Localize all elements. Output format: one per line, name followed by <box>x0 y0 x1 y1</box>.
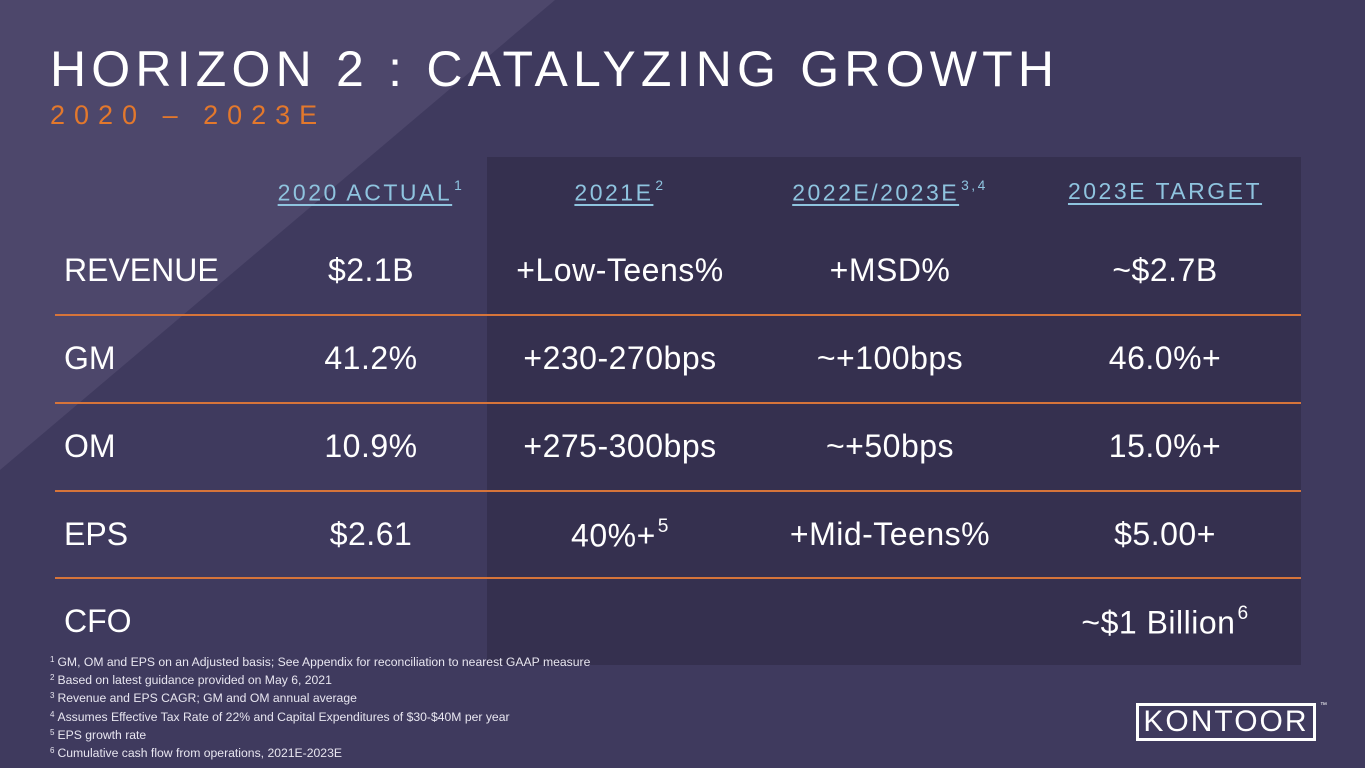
row-label: REVENUE <box>64 252 219 288</box>
row-divider <box>55 490 1301 492</box>
page-subtitle: 2020 – 2023E <box>50 100 327 130</box>
column-header: 2023E TARGET <box>1067 178 1263 204</box>
table-cell: 41.2% <box>324 340 418 376</box>
column-header: 2020 ACTUAL 1 <box>277 178 465 206</box>
footnotes: 1 GM, OM and EPS on an Adjusted basis; Se… <box>48 652 590 761</box>
table-cell: +230-270bps <box>523 340 717 376</box>
table-cell: 46.0%+ <box>1108 340 1222 376</box>
table-cell: +Mid-Teens% <box>789 516 991 552</box>
page-title: HORIZON 2 : CATALYZING GROWTH <box>50 41 1060 97</box>
kontoor-logo: KONTOOR <box>1136 703 1316 741</box>
footnote: 6 Cumulative cash flow from operations, 2… <box>50 746 342 761</box>
table-cell: 10.9% <box>324 428 418 464</box>
table-cell: +MSD% <box>829 252 951 288</box>
row-label: EPS <box>64 516 129 552</box>
table-cell: $5.00+ <box>1114 516 1216 552</box>
table-cell: $2.1B <box>327 252 415 288</box>
table-cell: $2.61 <box>329 516 413 552</box>
row-divider <box>55 577 1301 579</box>
trademark: ™ <box>1320 702 1327 709</box>
footnote: 5 EPS growth rate <box>50 727 147 742</box>
row-divider <box>55 402 1301 404</box>
table-cell: ~$2.7B <box>1112 252 1218 288</box>
table-cell: ~$1 Billion 6 <box>1081 603 1249 641</box>
footnote: 3 Revenue and EPS CAGR; GM and OM annual … <box>50 691 357 706</box>
column-header: 2022E/2023E 3,4 <box>792 178 988 206</box>
row-label: OM <box>64 428 116 464</box>
row-label: GM <box>64 340 116 376</box>
row-divider <box>55 314 1301 316</box>
table-cell: 40%+ 5 <box>571 516 669 554</box>
footnote: 4 Assumes Effective Tax Rate of 22% and C… <box>50 709 510 724</box>
table-cell: +275-300bps <box>523 428 717 464</box>
table-cell: +Low-Teens% <box>516 252 724 288</box>
footnote: 1 GM, OM and EPS on an Adjusted basis; Se… <box>50 655 591 669</box>
row-label: CFO <box>64 603 132 639</box>
table-cell: ~+50bps <box>825 428 955 464</box>
column-header: 2021E 2 <box>574 178 666 206</box>
footnote: 2 Based on latest guidance provided on Ma… <box>50 673 332 688</box>
table-cell: ~+100bps <box>816 340 964 376</box>
forecast-panel <box>487 157 1301 665</box>
table-cell: 15.0%+ <box>1108 428 1222 464</box>
